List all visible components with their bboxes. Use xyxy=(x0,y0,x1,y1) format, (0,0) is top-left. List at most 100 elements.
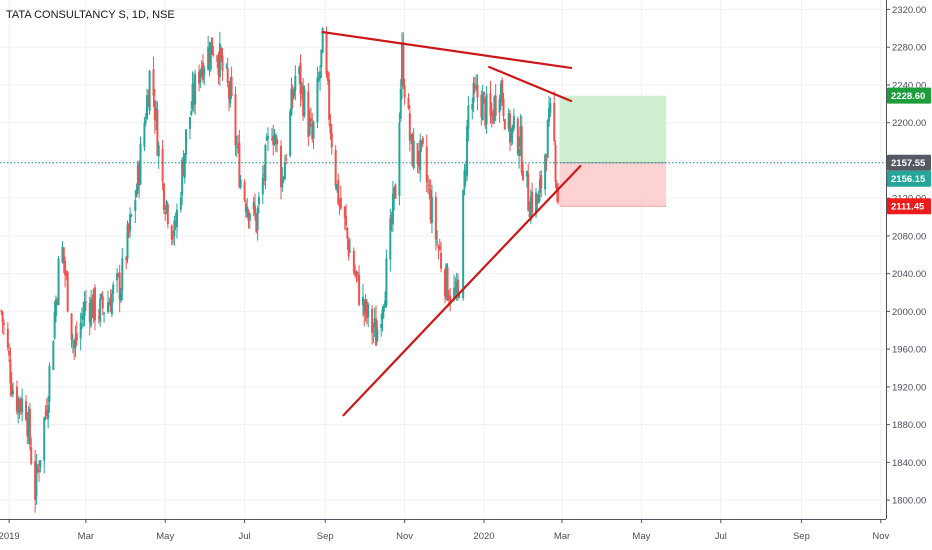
candle-body xyxy=(456,279,459,295)
candle-body xyxy=(8,350,11,356)
price-tag xyxy=(887,154,931,171)
candle-body xyxy=(234,94,237,146)
y-tick-label: 1960.00 xyxy=(892,345,926,356)
candle-body xyxy=(185,129,188,155)
upper-resistance-2-trendline xyxy=(488,65,573,103)
candle-body xyxy=(416,143,419,165)
candle-body xyxy=(263,173,266,177)
candle-body xyxy=(490,112,493,115)
candle-body xyxy=(520,126,523,174)
candle-body xyxy=(430,197,433,223)
candle-body xyxy=(285,158,288,160)
candle-body xyxy=(374,318,377,346)
candle-body xyxy=(401,44,404,87)
candle-body xyxy=(316,77,319,123)
candle-body xyxy=(361,296,364,305)
candle-body xyxy=(165,200,168,210)
candle-body xyxy=(335,183,338,190)
candle-body xyxy=(264,144,267,181)
candle-body xyxy=(119,291,122,301)
y-tick-label: 1880.00 xyxy=(892,420,926,431)
candle-body xyxy=(328,79,331,120)
candle-body xyxy=(30,447,33,464)
candle-body xyxy=(62,247,65,264)
candle-body xyxy=(65,273,68,276)
candle-body xyxy=(425,146,428,183)
candle-body xyxy=(172,236,175,238)
candle-body xyxy=(71,340,74,342)
candlestick-series xyxy=(0,26,560,513)
candle-body xyxy=(183,153,186,178)
candle-body xyxy=(38,469,41,473)
candle-body xyxy=(381,309,384,320)
candle-body xyxy=(64,260,67,276)
candle-body xyxy=(399,88,402,119)
candle-body xyxy=(440,252,443,269)
candle-body xyxy=(503,119,506,130)
candle-body xyxy=(70,313,73,340)
candle-body xyxy=(54,299,57,317)
candle-body xyxy=(502,98,505,117)
candle-body xyxy=(198,72,201,84)
candle-body xyxy=(482,91,485,96)
candle-body xyxy=(92,288,95,319)
candle-body xyxy=(393,187,396,198)
candle-body xyxy=(200,66,203,75)
candle-body xyxy=(325,32,328,75)
price-tag-label: 2157.55 xyxy=(891,158,926,169)
y-tick-label: 2200.00 xyxy=(892,118,926,129)
candle-body xyxy=(79,323,82,339)
candle-body xyxy=(35,463,38,497)
candle-body xyxy=(48,365,51,402)
candle-body xyxy=(21,398,24,413)
candle-body xyxy=(82,314,85,320)
candle-body xyxy=(476,84,479,98)
x-tick-label: Jul xyxy=(715,531,727,542)
candle-body xyxy=(365,301,368,319)
time-axis-background xyxy=(0,519,932,550)
candle-body xyxy=(237,144,240,146)
candle-body xyxy=(408,113,411,141)
candle-body xyxy=(74,337,77,349)
candle-body xyxy=(248,213,251,221)
candle-body xyxy=(91,298,94,319)
candle-body xyxy=(384,300,387,308)
candle-body xyxy=(194,74,197,105)
candle-body xyxy=(179,197,182,210)
candle-body xyxy=(101,296,104,309)
candle-body xyxy=(9,359,12,384)
candle-body xyxy=(319,71,322,79)
candle-body xyxy=(129,214,132,231)
candle-body xyxy=(53,312,56,339)
candle-body xyxy=(443,270,446,297)
candle-body xyxy=(34,461,37,500)
candle-body xyxy=(270,138,273,140)
candle-body xyxy=(293,89,296,97)
candle-body xyxy=(257,196,260,205)
candle-body xyxy=(385,258,388,305)
candle-body xyxy=(449,295,452,302)
candle-body xyxy=(544,154,547,190)
candle-body xyxy=(199,70,202,83)
x-tick-label: Mar xyxy=(554,531,570,542)
candle-body xyxy=(103,312,106,314)
price-tag xyxy=(887,87,931,104)
candle-body xyxy=(549,103,552,113)
candle-body xyxy=(453,287,456,299)
candle-body xyxy=(455,282,458,294)
candle-body xyxy=(389,218,392,260)
price-tags: 2228.60 2157.55 2156.15 2111.45 xyxy=(887,87,931,215)
candle-body xyxy=(247,210,250,221)
candle-body xyxy=(290,88,293,116)
candle-body xyxy=(226,68,229,83)
x-tick-label: Jul xyxy=(239,531,251,542)
candle-body xyxy=(358,274,361,305)
candle-body xyxy=(273,137,276,145)
candle-body xyxy=(302,85,305,117)
candle-body xyxy=(207,47,210,70)
candle-body xyxy=(109,300,112,313)
candle-body xyxy=(88,303,91,323)
candle-body xyxy=(106,302,109,313)
